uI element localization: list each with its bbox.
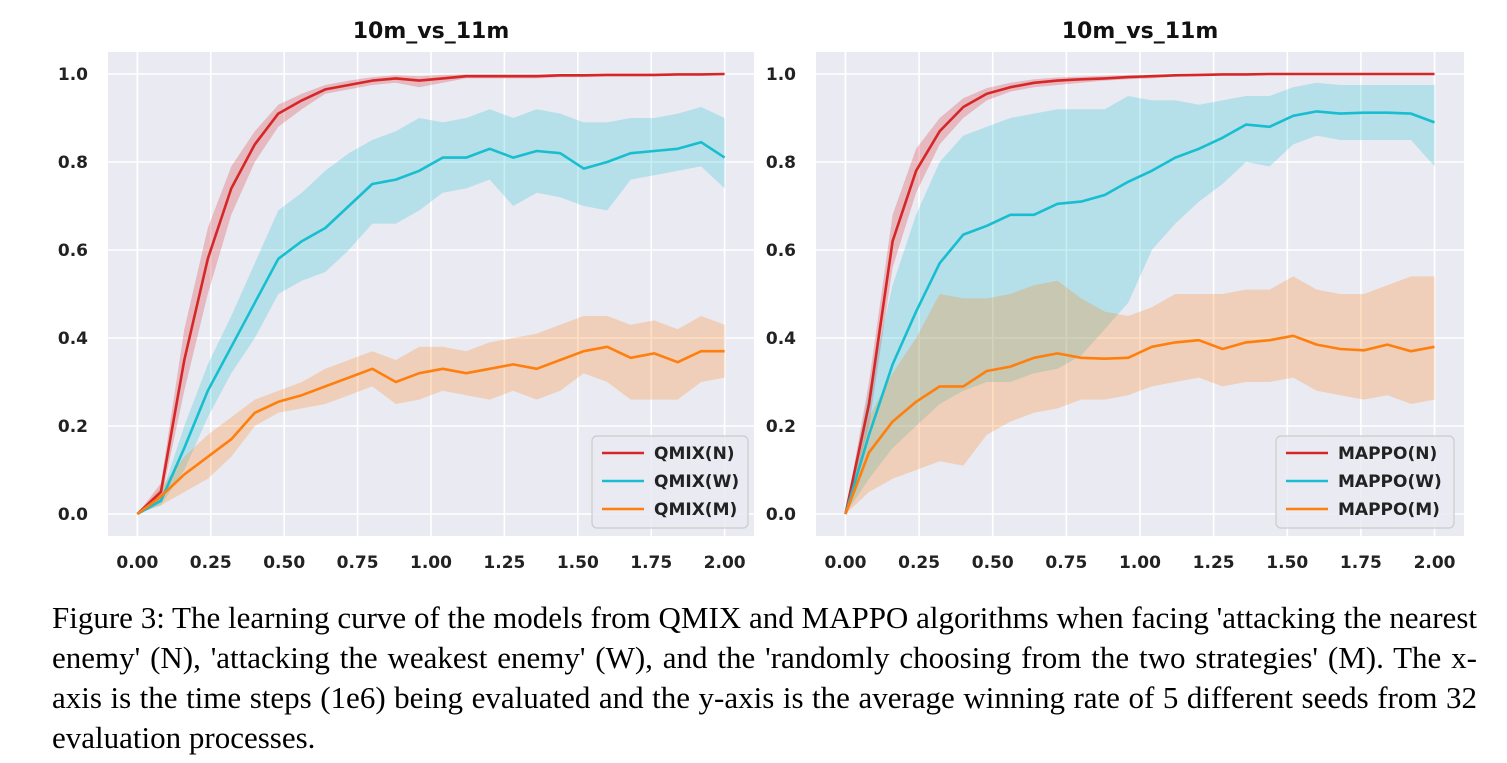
x-tick-label: 1.00 [1119,553,1161,573]
y-tick-label: 0.0 [766,505,796,525]
x-tick-label: 0.75 [337,553,379,573]
y-tick-label: 0.6 [766,241,796,261]
x-tick-label: 1.50 [557,553,599,573]
series-line [844,72,1435,515]
series-band [137,316,725,514]
x-tick-label: 0.25 [898,553,940,573]
series-line [844,334,1435,515]
x-tick-label: 1.25 [1193,553,1235,573]
x-tick-label: 1.25 [483,553,525,573]
legend: QMIX(N) QMIX(W) QMIX(M) [591,435,749,529]
y-tick-label: 0.2 [58,417,88,437]
y-tick-label: 1.0 [58,65,88,85]
y-tick-label: 0.8 [766,153,796,173]
y-tick-label: 0.4 [766,329,796,349]
chart-panel-mappo: 0.00 0.25 0.50 0.75 1.00 1.25 1.50 1.75 2.00 0.0 0… [766,19,1464,573]
legend-box [1275,435,1455,529]
legend-box [591,435,749,529]
legend-label: QMIX(W) [654,472,739,492]
y-tick-label: 1.0 [766,65,796,85]
legend-label: QMIX(M) [654,500,737,520]
series-line [844,110,1435,515]
legend-label: QMIX(N) [654,444,735,464]
x-tick-label: 1.50 [1266,553,1308,573]
series-band [137,107,725,514]
series-line [136,140,726,516]
figure: 0.00 0.25 0.50 0.75 1.00 1.25 1.50 1.75 2.000.00… [58,19,1464,573]
series-line [136,72,725,515]
chart-title: 10m_vs_11m [353,19,510,44]
y-tick-label: 0.0 [58,505,88,525]
chart-title: 10m_vs_11m [1062,19,1219,44]
x-tick-label: 0.25 [190,553,232,573]
chart-panel-qmix: 0.00 0.25 0.50 0.75 1.00 1.25 1.50 1.75 2.00 0.0 0… [58,19,754,573]
legend-label: MAPPO(M) [1338,500,1440,520]
x-tick-label: 0.00 [824,553,866,573]
x-tick-label: 0.50 [972,553,1014,573]
figure-caption: Figure 3: The learning curve of the mode… [52,600,1477,755]
y-tick-label: 0.2 [766,417,796,437]
series-line [136,345,725,516]
legend-label: MAPPO(W) [1338,472,1442,492]
y-tick-label: 0.6 [58,241,88,261]
x-tick-label: 1.75 [630,553,672,573]
x-tick-label: 2.00 [1414,553,1456,573]
x-tick-label: 1.75 [1340,553,1382,573]
legend-label: MAPPO(N) [1338,444,1437,464]
x-tick-label: 0.00 [116,553,158,573]
series-band [845,82,1435,515]
x-tick-label: 0.50 [263,553,305,573]
legend: MAPPO(N) MAPPO(W) MAPPO(M) [1275,435,1455,529]
x-tick-label: 2.00 [704,553,746,573]
x-tick-label: 0.75 [1045,553,1087,573]
x-tick-label: 1.00 [410,553,452,573]
y-tick-label: 0.4 [58,329,88,349]
y-tick-label: 0.8 [58,153,88,173]
